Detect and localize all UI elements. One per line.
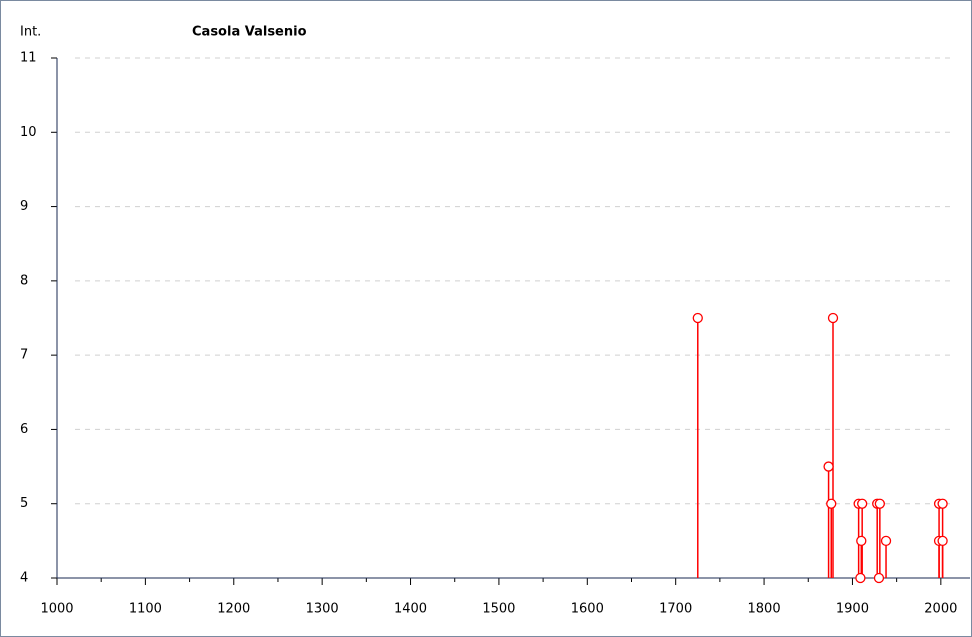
marker	[857, 498, 868, 509]
marker	[827, 312, 839, 324]
x-tick-label: 1900	[836, 602, 869, 617]
x-tick-label: 1200	[217, 602, 250, 617]
x-tick-label: 2000	[924, 602, 957, 617]
x-tick-label: 1500	[482, 602, 515, 617]
marker	[856, 535, 867, 547]
marker	[826, 498, 837, 509]
y-tick-label: 5	[20, 496, 28, 511]
y-tick-label: 4	[20, 571, 28, 586]
x-tick-label: 1700	[659, 602, 692, 617]
chart-title: Casola Valsenio	[192, 25, 307, 40]
y-tick-label: 7	[20, 348, 28, 363]
y-tick-label: 6	[20, 422, 28, 437]
marker	[692, 312, 703, 324]
y-tick-label: 11	[20, 51, 37, 66]
x-tick-label: 1400	[394, 602, 427, 617]
y-tick-label: 10	[20, 125, 37, 140]
x-tick-label: 1600	[571, 602, 604, 617]
x-tick-label: 1800	[748, 602, 781, 617]
y-tick-label: 9	[20, 199, 28, 214]
x-tick-label: 1000	[40, 602, 73, 617]
x-tick-label: 1100	[129, 602, 162, 617]
x-tick-label: 1300	[306, 602, 339, 617]
y-axis-label: Int.	[20, 25, 41, 40]
marker	[823, 461, 834, 472]
marker	[937, 535, 948, 547]
marker	[937, 498, 948, 509]
marker	[855, 572, 866, 584]
y-tick-label: 8	[20, 273, 28, 288]
marker	[874, 498, 885, 509]
marker	[873, 572, 885, 584]
marker	[880, 535, 892, 547]
